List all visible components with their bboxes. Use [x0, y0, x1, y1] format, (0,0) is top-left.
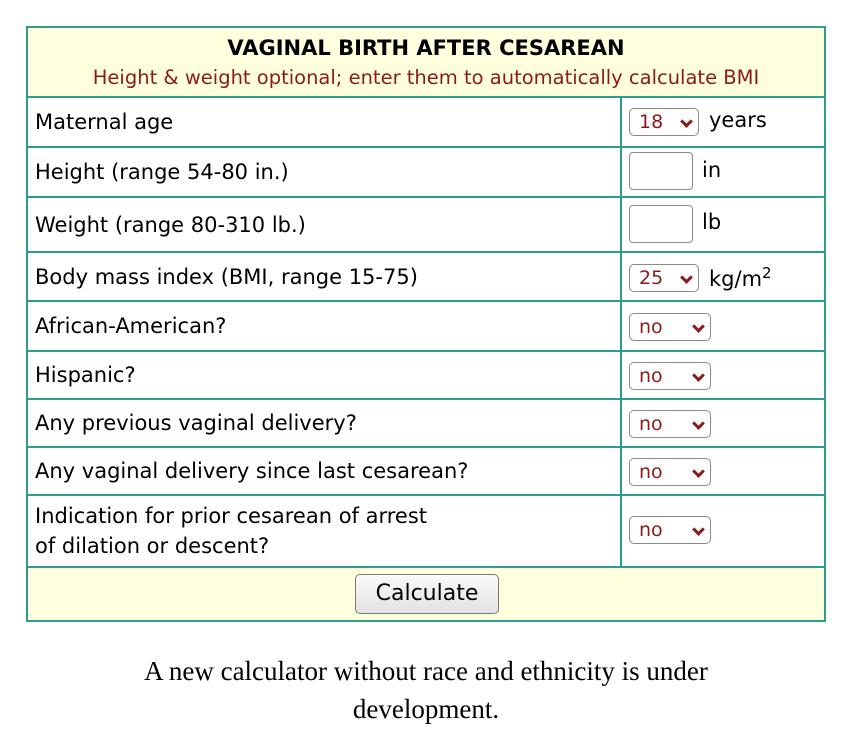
chevron-down-icon [692, 320, 705, 333]
maternal-age-value: 18 [639, 111, 664, 133]
chevron-down-icon [692, 465, 705, 478]
previous-vaginal-delivery-label: Any previous vaginal delivery? [28, 400, 622, 446]
row-arrest-indication: Indication for prior cesarean of arrest … [28, 494, 824, 566]
previous-vaginal-delivery-value: no [639, 413, 663, 435]
vbac-calculator: VAGINAL BIRTH AFTER CESAREAN Height & we… [26, 26, 826, 622]
calculate-button[interactable]: Calculate [355, 574, 499, 614]
bmi-select[interactable]: 25 [629, 264, 699, 292]
african-american-value: no [639, 316, 663, 338]
maternal-age-unit: years [709, 108, 767, 132]
maternal-age-label: Maternal age [28, 98, 622, 146]
weight-unit: lb [702, 210, 722, 234]
hispanic-select[interactable]: no [629, 362, 711, 390]
vaginal-delivery-since-cesarean-select[interactable]: no [629, 458, 711, 486]
row-height: Height (range 54-80 in.) in [28, 146, 824, 196]
calculator-footer: Calculate [28, 566, 824, 620]
african-american-label: African-American? [28, 302, 622, 350]
hispanic-value: no [639, 365, 663, 387]
vaginal-delivery-since-cesarean-label: Any vaginal delivery since last cesarean… [28, 448, 622, 494]
chevron-down-icon [692, 417, 705, 430]
height-label: Height (range 54-80 in.) [28, 148, 622, 196]
row-hispanic: Hispanic? no [28, 350, 824, 398]
row-bmi: Body mass index (BMI, range 15-75) 25 kg… [28, 251, 824, 300]
previous-vaginal-delivery-select[interactable]: no [629, 410, 711, 438]
calculator-title: VAGINAL BIRTH AFTER CESAREAN [227, 36, 625, 60]
bmi-label: Body mass index (BMI, range 15-75) [28, 253, 622, 300]
arrest-indication-label-line1: Indication for prior cesarean of arrest [35, 504, 428, 528]
chevron-down-icon [692, 369, 705, 382]
arrest-indication-value: no [639, 519, 663, 541]
african-american-select[interactable]: no [629, 313, 711, 341]
bmi-unit: kg/m2 [709, 264, 772, 291]
arrest-indication-label: Indication for prior cesarean of arrest … [28, 496, 622, 566]
weight-label: Weight (range 80-310 lb.) [28, 198, 622, 251]
development-note: A new calculator without race and ethnic… [0, 652, 852, 728]
bmi-unit-superscript: 2 [762, 264, 772, 282]
height-unit: in [702, 158, 722, 182]
height-input[interactable] [629, 152, 693, 190]
chevron-down-icon [680, 115, 693, 128]
row-previous-vaginal-delivery: Any previous vaginal delivery? no [28, 398, 824, 446]
arrest-indication-select[interactable]: no [629, 516, 711, 544]
row-african-american: African-American? no [28, 300, 824, 350]
development-note-line1: A new calculator without race and ethnic… [144, 656, 708, 686]
development-note-line2: development. [352, 694, 500, 724]
chevron-down-icon [680, 271, 693, 284]
weight-input[interactable] [629, 205, 693, 243]
hispanic-label: Hispanic? [28, 352, 622, 398]
bmi-value: 25 [639, 267, 664, 289]
maternal-age-select[interactable]: 18 [629, 108, 699, 136]
row-vaginal-delivery-since-cesarean: Any vaginal delivery since last cesarean… [28, 446, 824, 494]
chevron-down-icon [692, 523, 705, 536]
calculator-header: VAGINAL BIRTH AFTER CESAREAN Height & we… [28, 28, 824, 96]
arrest-indication-label-line2: of dilation or descent? [35, 534, 270, 558]
vaginal-delivery-since-cesarean-value: no [639, 461, 663, 483]
row-maternal-age: Maternal age 18 years [28, 96, 824, 146]
row-weight: Weight (range 80-310 lb.) lb [28, 196, 824, 251]
calculator-subtitle: Height & weight optional; enter them to … [92, 66, 760, 89]
